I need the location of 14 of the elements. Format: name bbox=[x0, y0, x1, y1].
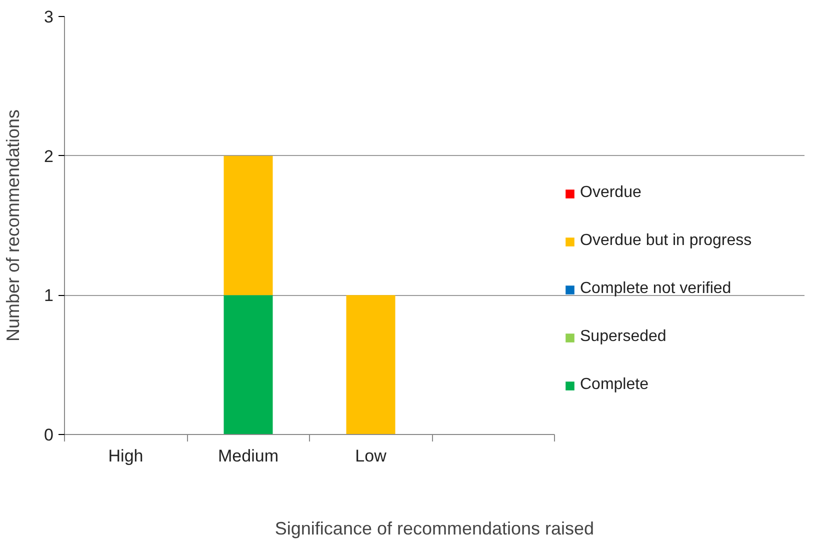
y-tick-label: 2 bbox=[44, 146, 54, 166]
y-axis-title: Number of recommendations bbox=[3, 109, 24, 342]
legend-label: Complete not verified bbox=[580, 280, 732, 298]
legend-label: Overdue but in progress bbox=[580, 232, 752, 250]
y-tick-label: 3 bbox=[44, 8, 54, 26]
y-tick-label: 0 bbox=[44, 426, 54, 444]
x-tick-label: Medium bbox=[218, 446, 278, 466]
legend-label: Overdue bbox=[580, 184, 642, 202]
x-axis-title: Significance of recommendations raised bbox=[274, 518, 594, 538]
y-tick-label: 1 bbox=[44, 286, 54, 306]
legend-label: Complete bbox=[580, 376, 648, 394]
x-tick-label: High bbox=[108, 446, 144, 466]
legend-label: Superseded bbox=[580, 328, 666, 346]
x-tick-label: Low bbox=[355, 446, 388, 466]
